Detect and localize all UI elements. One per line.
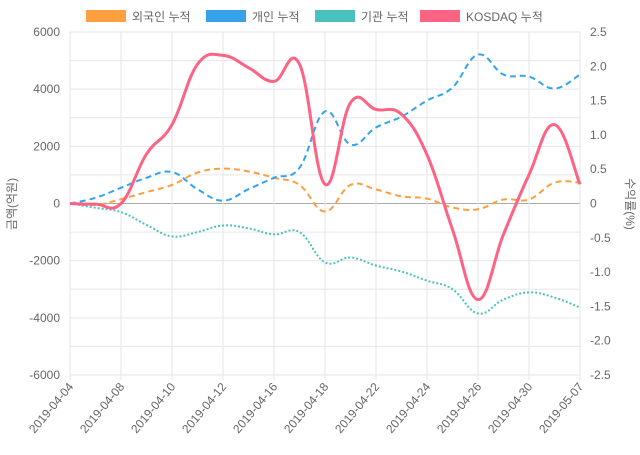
x-tick-label: 2019-04-26	[434, 380, 484, 436]
y-tick-label: -6000	[29, 368, 60, 382]
x-tick-label: 2019-04-22	[332, 380, 382, 436]
y2-tick-label: -1.5	[590, 299, 611, 313]
y2-axis-title: 수익률(%)	[623, 178, 637, 230]
legend-swatch	[420, 10, 460, 22]
y-tick-label: -4000	[29, 311, 60, 325]
x-tick-label: 2019-04-16	[230, 380, 280, 436]
x-tick-label: 2019-04-10	[128, 380, 178, 436]
y2-tick-label: 0	[590, 197, 597, 211]
y-axis-right: 2.5 2.0 1.5 1.0 0.5 0 -0.5 -1.0 -1.5 -2.0 -2.5	[590, 25, 611, 382]
legend-swatch	[86, 10, 126, 22]
grid	[69, 31, 581, 380]
y-axis-title: 금액(억원)	[5, 178, 19, 230]
y-tick-label: 6000	[33, 25, 60, 39]
y-tick-label: 0	[53, 197, 60, 211]
legend-item: 외국인 누적	[86, 10, 191, 24]
series-line	[69, 202, 581, 315]
y2-tick-label: 0.5	[590, 162, 607, 176]
x-tick-label: 2019-04-12	[179, 380, 229, 436]
y-tick-label: 2000	[33, 139, 60, 153]
y2-tick-label: -2.5	[590, 368, 611, 382]
legend-label: KOSDAQ 누적	[466, 10, 543, 24]
x-tick-label: 2019-04-08	[77, 380, 127, 436]
x-tick-label: 2019-04-30	[485, 380, 535, 436]
y2-tick-label: -0.5	[590, 231, 611, 245]
legend-swatch	[206, 10, 246, 22]
x-tick-label: 2019-04-04	[26, 380, 76, 436]
y-axis-left: 6000 4000 2000 0 -2000 -4000 -6000	[29, 25, 60, 382]
y2-tick-label: -2.0	[590, 334, 611, 348]
legend-item: 개인 누적	[206, 10, 300, 24]
y2-tick-label: 2.0	[590, 59, 607, 73]
y2-tick-label: 2.5	[590, 25, 607, 39]
x-axis: 2019-04-04 2019-04-08 2019-04-10 2019-04-12…	[26, 380, 586, 436]
y-tick-label: 4000	[33, 82, 60, 96]
x-tick-label: 2019-05-07	[536, 380, 586, 436]
series-lines	[69, 52, 582, 315]
legend: 외국인 누적 개인 누적 기관 누적 KOSDAQ 누적	[86, 10, 543, 24]
x-tick-label: 2019-04-24	[383, 380, 433, 436]
y2-tick-label: 1.0	[590, 128, 607, 142]
legend-label: 외국인 누적	[132, 10, 191, 24]
series-line	[69, 53, 581, 205]
legend-label: 기관 누적	[361, 10, 409, 24]
legend-item: KOSDAQ 누적	[420, 10, 543, 24]
x-tick-label: 2019-04-18	[281, 380, 331, 436]
series-line	[69, 52, 582, 302]
y2-tick-label: 1.5	[590, 94, 607, 108]
legend-item: 기관 누적	[315, 10, 409, 24]
series-line	[69, 167, 581, 213]
legend-label: 개인 누적	[252, 10, 300, 24]
y-tick-label: -2000	[29, 254, 60, 268]
legend-swatch	[315, 10, 355, 22]
y2-tick-label: -1.0	[590, 265, 611, 279]
